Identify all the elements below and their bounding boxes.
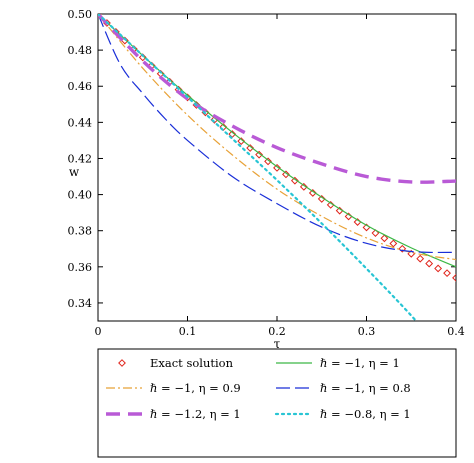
series-3-line (98, 14, 456, 254)
y-tick-label: 0.50 (68, 8, 93, 21)
data-point (317, 195, 326, 203)
y-tick-label: 0.36 (68, 261, 93, 274)
legend-box (97, 348, 457, 458)
x-tick-label: 0.3 (358, 325, 376, 338)
legend-item-5: ℏ = −0.8, η = 1 (274, 407, 411, 421)
y-tick-label: 0.34 (68, 297, 93, 310)
data-point (138, 53, 147, 62)
legend-item-4: ℏ = −1.2, η = 1 (106, 407, 241, 421)
legend-item-2: ℏ = −1, η = 0.9 (106, 381, 241, 395)
series-4-line (98, 14, 456, 184)
x-tick-label: 0 (95, 325, 102, 338)
y-tick-label: 0.42 (68, 152, 93, 165)
x-tick-label: 0.4 (447, 325, 465, 338)
legend-item-3: ℏ = −1, η = 0.8 (276, 381, 411, 395)
data-point (434, 264, 443, 273)
data-point (389, 239, 398, 248)
data-point (255, 150, 264, 159)
legend: Exact solution ℏ = −1, η = 1 ℏ = −1, η = 0… (97, 348, 457, 458)
y-tick-label: 0.38 (68, 225, 93, 238)
data-point (264, 157, 272, 166)
legend-swatch (118, 359, 126, 367)
data-point (246, 144, 255, 152)
y-tick-label: 0.48 (68, 44, 93, 57)
data-point (407, 249, 416, 258)
legend-label: ℏ = −1.2, η = 1 (150, 407, 241, 421)
y-tick-label: 0.46 (68, 80, 93, 93)
data-point (308, 189, 317, 197)
x-tick-label: 0.2 (268, 325, 286, 338)
x-tick-label: 0.1 (179, 325, 197, 338)
data-point (290, 176, 299, 185)
legend-label: ℏ = −1, η = 1 (320, 356, 400, 370)
legend-item-0: Exact solution (118, 356, 234, 370)
axis-ticks: 0 0.1 0.2 0.3 0.4 0.34 0.36 0.38 0.40 0.42 0.44 0.4… (68, 8, 465, 338)
data-point (282, 170, 290, 179)
data-point (237, 137, 246, 146)
plot-frame (97, 13, 457, 322)
legend-label: Exact solution (150, 356, 234, 370)
data-point (299, 182, 308, 191)
x-axis-label: τ (274, 337, 281, 351)
legend-item-1: ℏ = −1, η = 1 (276, 356, 400, 370)
legend-label: ℏ = −0.8, η = 1 (320, 407, 411, 421)
legend-label: ℏ = −1, η = 0.8 (320, 381, 411, 395)
series-layer (98, 14, 456, 321)
data-point (398, 244, 407, 253)
y-axis-label: w (69, 165, 80, 179)
legend-label: ℏ = −1, η = 0.9 (150, 381, 241, 395)
series-5-line (98, 14, 418, 321)
y-tick-label: 0.44 (68, 116, 93, 129)
data-point (425, 259, 434, 268)
data-point (443, 269, 451, 278)
data-point (273, 163, 281, 172)
data-point (416, 254, 425, 263)
series-2-line (98, 14, 456, 261)
y-tick-label: 0.40 (68, 189, 93, 202)
legend-items: Exact solution ℏ = −1, η = 1 ℏ = −1, η = 0… (106, 356, 411, 421)
data-point (452, 273, 456, 282)
data-point (380, 234, 389, 243)
